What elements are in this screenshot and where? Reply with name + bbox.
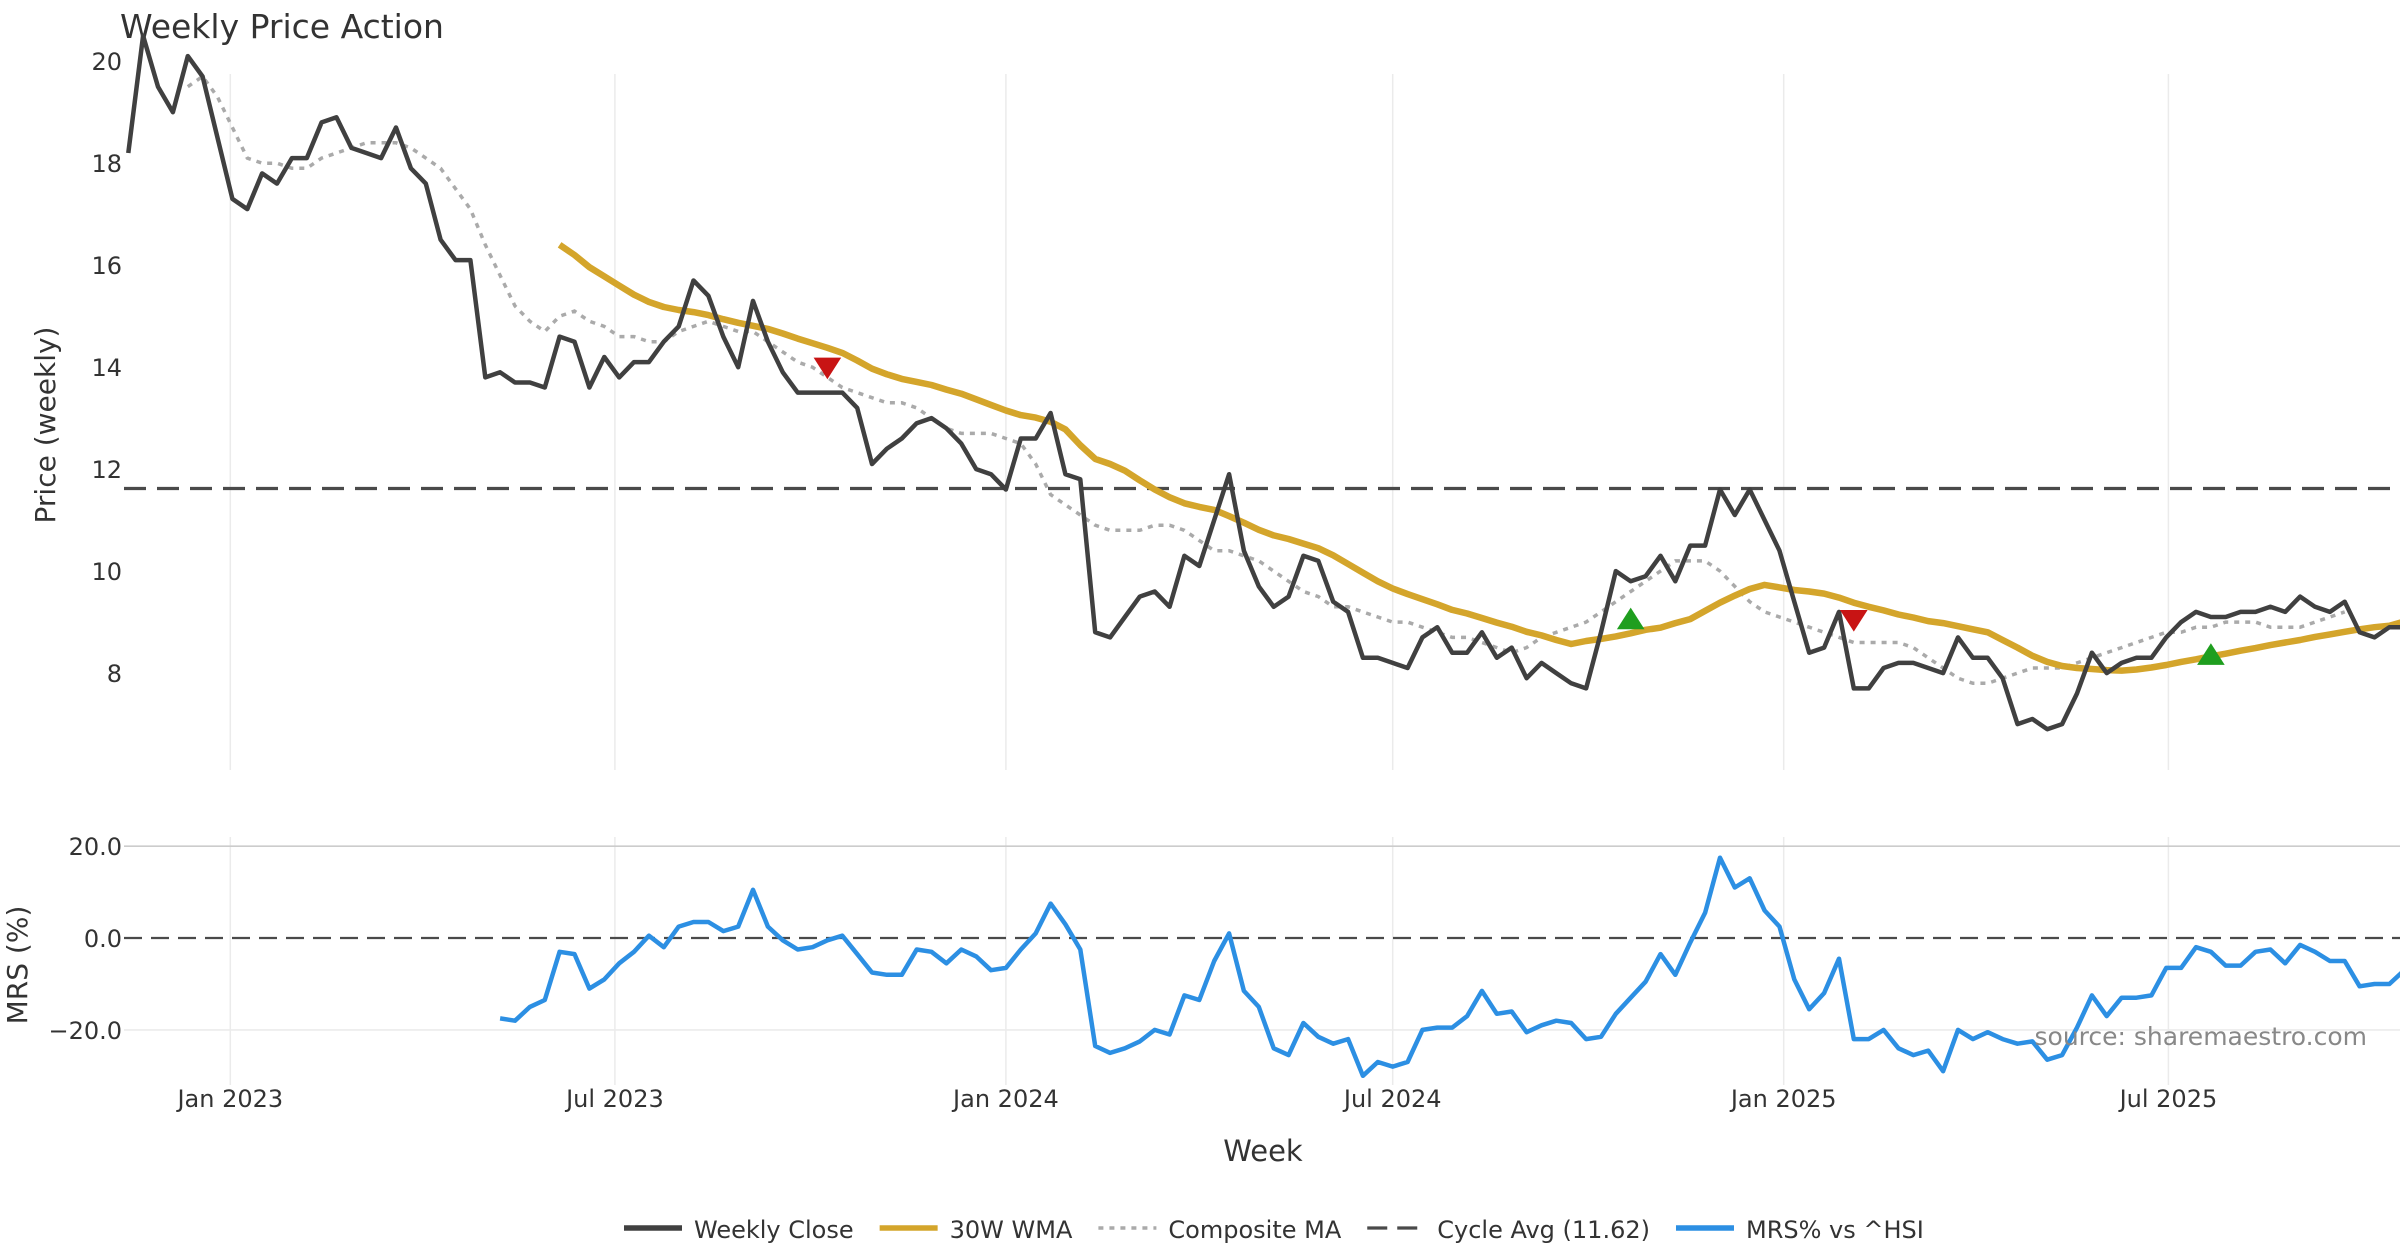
- legend-label: Cycle Avg (11.62): [1437, 1216, 1650, 1244]
- x-tick-label: Jan 2025: [1729, 1085, 1837, 1113]
- mrs-y-tick-label: −20.0: [48, 1017, 122, 1045]
- price-y-tick-label: 14: [91, 354, 122, 382]
- price-y-tick-label: 12: [91, 456, 122, 484]
- price-y-axis-label: Price (weekly): [29, 327, 62, 524]
- weekly-close-line: [126, 33, 2400, 732]
- legend: Weekly Close 30W WMA Composite MA Cycle Avg…: [624, 1216, 1924, 1244]
- legend-label: 30W WMA: [950, 1216, 1073, 1244]
- x-tick-label: Jan 2024: [951, 1085, 1059, 1113]
- mrs-vertical-grid: [229, 837, 2170, 1085]
- mrs-panel: −20.0 0.0 20.0 MRS (%) source: sharemaestr…: [1, 833, 2400, 1085]
- wma-line: [557, 242, 2400, 674]
- buy-marker: [1616, 607, 1645, 630]
- price-y-tick-label: 8: [107, 660, 122, 688]
- x-axis-label: Week: [1223, 1134, 1303, 1168]
- x-tick-label: Jul 2025: [2118, 1085, 2218, 1113]
- x-ticks: Jan 2023 Jul 2023 Jan 2024 Jul 2024 Jan 2025…: [175, 1085, 2217, 1113]
- legend-item: 30W WMA: [879, 1216, 1073, 1244]
- signal-markers: [813, 357, 2225, 665]
- mrs-y-ticks: −20.0 0.0 20.0: [48, 833, 2400, 1045]
- price-vertical-grid: [229, 74, 2170, 770]
- price-panel: 8 10 12 14 16 18 20 Price (weekly): [29, 33, 2400, 770]
- buy-marker: [2197, 643, 2225, 665]
- legend-item: Weekly Close: [624, 1216, 854, 1244]
- price-y-tick-label: 16: [91, 252, 122, 280]
- mrs-y-axis-label: MRS (%): [1, 906, 34, 1025]
- price-y-tick-label: 20: [91, 48, 122, 76]
- legend-item: Cycle Avg (11.62): [1367, 1216, 1650, 1244]
- mrs-line: [499, 855, 2400, 1079]
- x-tick-label: Jan 2023: [175, 1085, 283, 1113]
- x-tick-label: Jul 2023: [564, 1085, 664, 1113]
- legend-item: Composite MA: [1098, 1216, 1342, 1244]
- legend-label: Composite MA: [1168, 1216, 1341, 1244]
- x-tick-label: Jul 2024: [1342, 1085, 1442, 1113]
- chart-title: Weekly Price Action: [120, 7, 444, 46]
- sell-marker: [1840, 610, 1868, 632]
- price-y-tick-label: 18: [91, 150, 122, 178]
- price-y-ticks: 8 10 12 14 16 18 20: [91, 48, 122, 688]
- legend-item: MRS% vs ^HSI: [1675, 1216, 1924, 1244]
- sell-marker: [813, 357, 842, 380]
- price-y-tick-label: 10: [91, 558, 122, 586]
- mrs-y-tick-label: 20.0: [69, 833, 122, 861]
- legend-label: Weekly Close: [694, 1216, 854, 1244]
- source-note: source: sharemaestro.com: [2035, 1022, 2368, 1051]
- mrs-y-tick-label: 0.0: [84, 925, 122, 953]
- legend-label: MRS% vs ^HSI: [1746, 1216, 1924, 1244]
- composite-ma-line: [186, 74, 2346, 686]
